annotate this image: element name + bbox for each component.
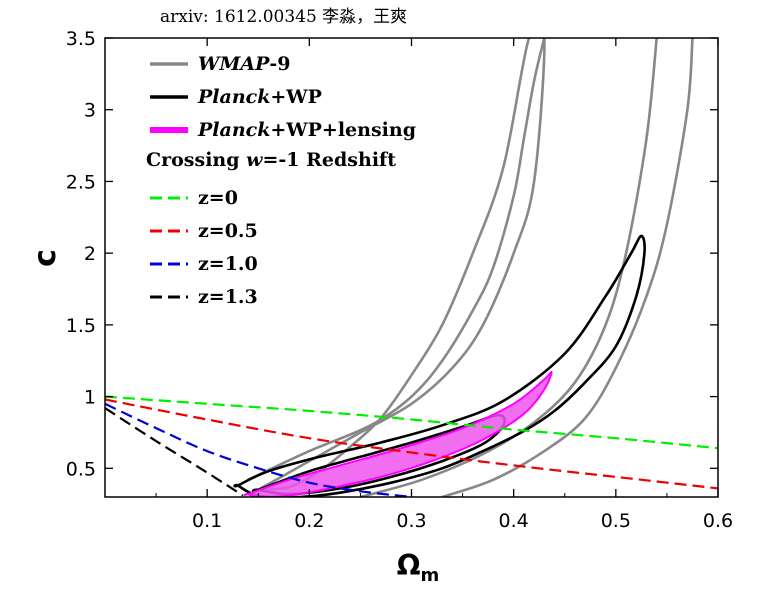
y-tick-label: 3: [84, 100, 96, 122]
y-tick-label: 0.5: [66, 458, 96, 480]
x-tick-label: 0.2: [294, 510, 324, 532]
contour-layer: [233, 38, 694, 497]
legend-group-title: Crossing w=-1 Redshift: [146, 149, 396, 171]
contour-4: [441, 38, 694, 497]
y-tick-label: 2: [84, 243, 96, 265]
series-line-3: [105, 402, 412, 497]
x-axis-label-sub: m: [421, 565, 440, 586]
plot-frame: [104, 37, 719, 498]
contour-5: [233, 234, 646, 497]
x-tick-label: 0.4: [499, 510, 529, 532]
tick-layer: 0.1 0.2 0.3 0.4 0.5 0.6 0.5 1 1.5 2 2.5 3 3.5: [66, 28, 733, 532]
legend-label-z0: z=0: [198, 187, 238, 209]
legend-label-z10: z=1.0: [198, 253, 258, 275]
x-tick-label: 0.6: [703, 510, 733, 532]
series-line-2: [105, 398, 718, 490]
legend-label-lensing: Planck+WP+lensing: [197, 119, 416, 141]
x-axis-label-main: Ω: [397, 549, 421, 582]
series-layer: [105, 395, 718, 497]
legend-label-planck: Planck+WP: [197, 86, 322, 108]
y-axis-label: c: [28, 249, 63, 267]
contour-1: [251, 38, 546, 494]
contour-3: [360, 38, 658, 497]
y-tick-label: 3.5: [66, 28, 96, 50]
y-tick-label: 1: [84, 387, 96, 409]
series-line-1: [105, 395, 718, 450]
y-tick-label: 1.5: [66, 315, 96, 337]
legend-label-z05: z=0.5: [198, 220, 258, 242]
x-tick-label: 0.3: [396, 510, 426, 532]
x-axis-label: Ωm: [397, 549, 440, 586]
legend-label-z13: z=1.3: [198, 286, 258, 308]
legend-label-wmap: WMAP-9: [198, 53, 291, 75]
legend: WMAP-9 Planck+WP Planck+WP+lensing Crossing…: [146, 53, 416, 308]
y-tick-label: 2.5: [66, 171, 96, 193]
x-tick-label: 0.5: [601, 510, 631, 532]
series-line-4: [105, 407, 244, 497]
contour-2: [247, 38, 546, 481]
contour-7: [243, 370, 553, 497]
x-tick-label: 0.1: [192, 510, 222, 532]
paper-header: arxiv: 1612.00345 李淼，王爽: [160, 7, 408, 27]
